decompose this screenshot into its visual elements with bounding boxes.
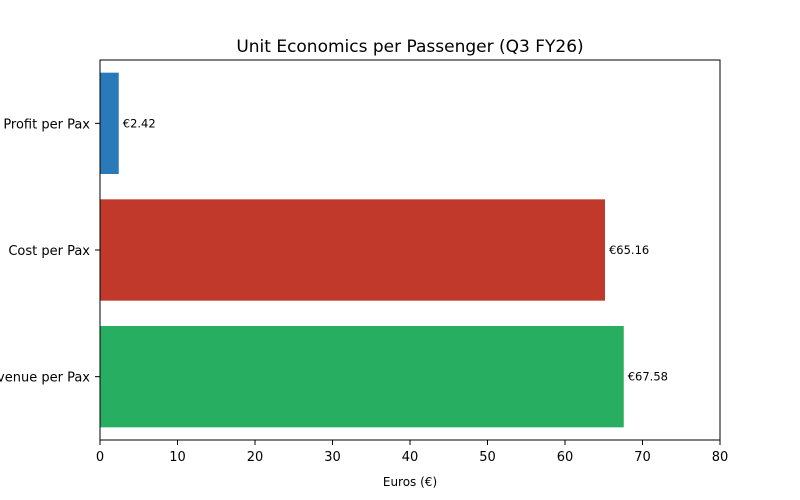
y-tick-label: Profit per Pax	[3, 117, 90, 132]
y-tick-labels: Profit per Pax Cost per Pax Revenue per Pa…	[0, 117, 100, 386]
chart-title: Unit Economics per Passenger (Q3 FY26)	[236, 37, 583, 57]
x-axis-label: Euros (€)	[383, 475, 437, 489]
plot-frame	[99, 59, 721, 441]
x-tick-label: 50	[479, 450, 496, 465]
x-tick-label: 60	[557, 450, 574, 465]
x-axis-ticks: 0 10 20 30 40 50 60 70 80	[96, 440, 728, 465]
data-label: €65.16	[609, 243, 649, 257]
x-tick-label: 20	[247, 450, 264, 465]
bar	[100, 72, 119, 174]
x-tick-label: 30	[324, 450, 341, 465]
y-tick-label: Cost per Pax	[8, 244, 90, 259]
x-tick-label: 70	[634, 450, 651, 465]
data-label: €2.42	[123, 116, 156, 130]
data-label: €67.58	[628, 370, 668, 384]
y-tick-label: Revenue per Pax	[0, 371, 90, 386]
x-tick-label: 10	[169, 450, 186, 465]
x-tick-label: 40	[402, 450, 419, 465]
x-tick-label: 0	[96, 450, 104, 465]
x-tick-label: 80	[712, 450, 729, 465]
bar	[100, 199, 605, 301]
bar	[100, 326, 624, 428]
bars-group: €2.42 €65.16 €67.58	[100, 72, 668, 428]
